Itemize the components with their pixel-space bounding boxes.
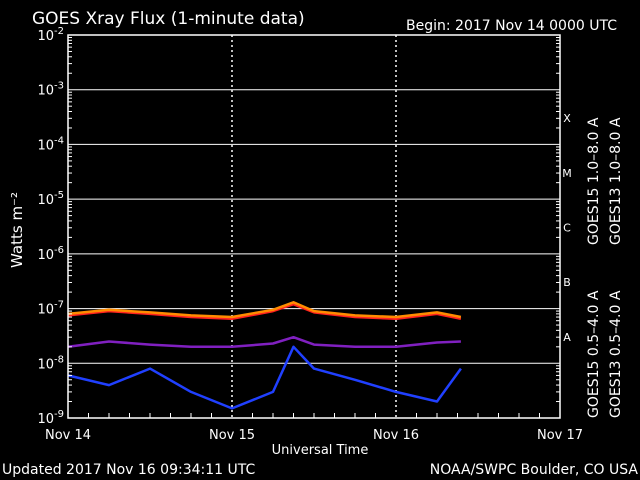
legend-label: GOES15 0.5–4.0 A [586,290,602,418]
grid [68,35,560,418]
x-tick-label: Nov 15 [209,428,255,443]
y-tick-label: 10-3 [37,81,64,99]
y-tick-label: 10-5 [37,190,64,208]
credit-text: NOAA/SWPC Boulder, CO USA [430,462,639,478]
x-tick-label: Nov 16 [373,428,419,443]
flare-class-label: A [563,331,571,344]
x-tick-label: Nov 14 [45,428,91,443]
flare-class-label: X [563,112,571,125]
chart-title: GOES Xray Flux (1-minute data) [32,9,305,29]
series-line [67,335,461,349]
y-tick-label: 10-8 [37,354,64,372]
series-line [67,345,462,410]
y-tick-label: 10-2 [37,26,64,44]
y-tick-label: 10-4 [37,135,64,153]
flare-class-labels: A B C M X [562,112,572,344]
flare-class-label: M [562,167,572,180]
x-axis-ticks: Nov 14 Nov 15 Nov 16 Nov 17 [45,413,583,443]
y-axis-label: Watts m⁻² [8,192,26,268]
series-line [67,302,462,321]
flare-class-label: B [563,276,571,289]
y-tick-label: 10-9 [37,409,64,427]
x-axis-label: Universal Time [272,443,369,458]
legend-label: GOES15 1.0–8.0 A [586,117,602,245]
y-axis-ticks: 10-9 10-8 10-7 10-6 10-5 10-4 10-3 10-2 [37,26,560,427]
legend-label: GOES13 1.0–8.0 A [608,117,624,245]
series-line [67,301,462,319]
begin-time: Begin: 2017 Nov 14 0000 UTC [406,18,617,34]
y-tick-label: 10-7 [37,300,64,318]
flare-class-label: C [563,222,571,235]
legend-label: GOES13 0.5–4.0 A [608,290,624,418]
y-tick-label: 10-6 [37,245,64,263]
series-layer [67,301,462,410]
updated-timestamp: Updated 2017 Nov 16 09:34:11 UTC [2,462,255,478]
x-tick-label: Nov 17 [537,428,583,443]
legend: GOES15 1.0–8.0 A GOES13 1.0–8.0 A GOES15 0… [586,117,624,418]
